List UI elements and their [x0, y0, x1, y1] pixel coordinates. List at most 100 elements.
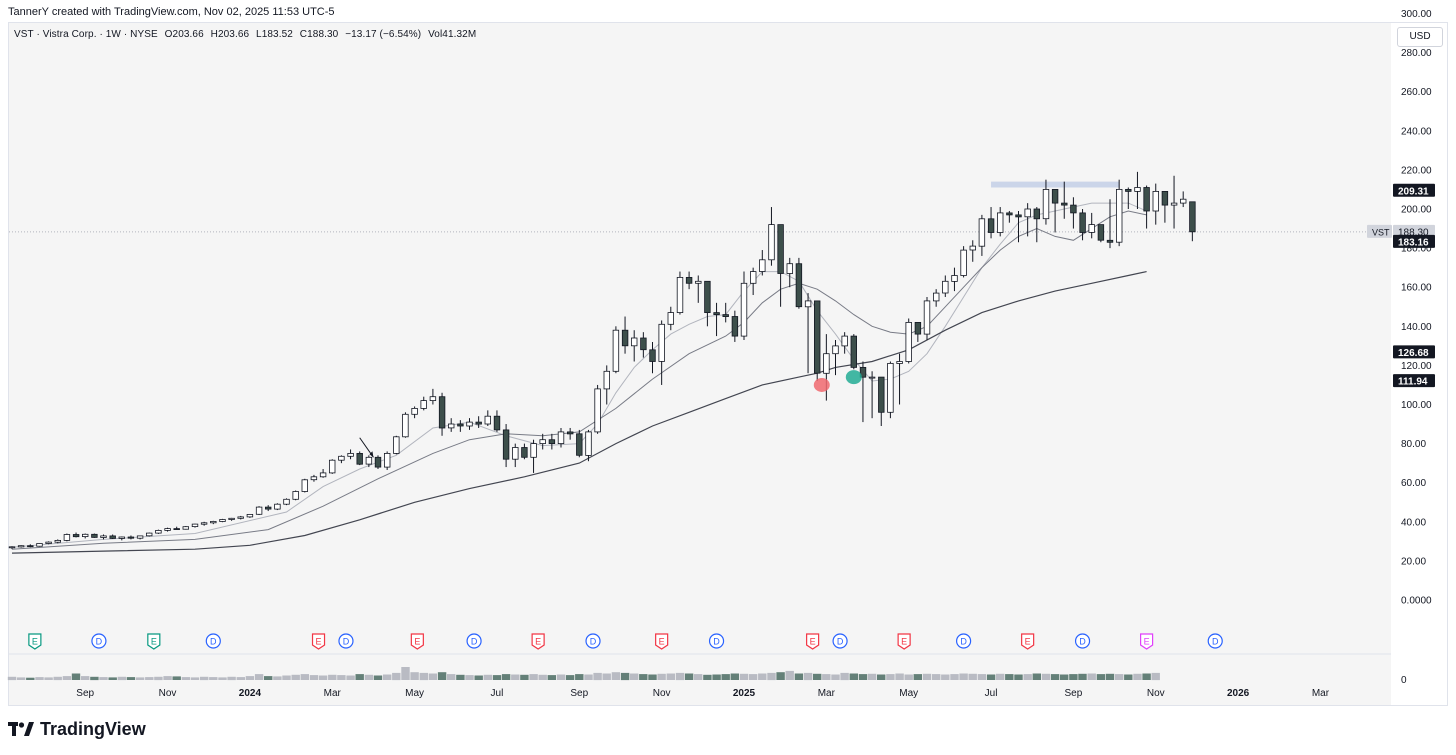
candle[interactable] — [475, 416, 482, 428]
candle[interactable] — [493, 410, 501, 432]
candle[interactable] — [365, 455, 373, 468]
candle[interactable] — [1061, 181, 1068, 219]
candle[interactable] — [1070, 197, 1077, 229]
candle[interactable] — [255, 506, 263, 515]
candle[interactable] — [502, 424, 510, 468]
candle[interactable] — [750, 267, 757, 296]
candle[interactable] — [795, 257, 803, 309]
candle[interactable] — [539, 433, 546, 450]
candle[interactable] — [557, 427, 565, 448]
candle[interactable] — [237, 515, 244, 520]
candle[interactable] — [530, 439, 537, 473]
candle[interactable] — [933, 289, 940, 307]
candle[interactable] — [621, 316, 629, 354]
candle[interactable] — [1088, 212, 1095, 239]
candle[interactable] — [768, 207, 775, 266]
candle[interactable] — [283, 498, 290, 506]
candle[interactable] — [191, 523, 199, 528]
candle[interactable] — [850, 334, 857, 370]
candle[interactable] — [310, 474, 318, 482]
candle[interactable] — [1189, 201, 1196, 242]
candle[interactable] — [301, 478, 308, 493]
candle[interactable] — [1033, 207, 1040, 243]
candle[interactable] — [1125, 187, 1132, 209]
candle[interactable] — [164, 527, 171, 532]
candle[interactable] — [127, 535, 135, 540]
candle[interactable] — [649, 341, 656, 374]
candle[interactable] — [228, 517, 235, 521]
earnings-marker[interactable]: E — [897, 633, 911, 650]
earnings-marker[interactable]: E — [311, 633, 326, 650]
earnings-marker[interactable]: E — [147, 633, 161, 650]
candle[interactable] — [1006, 210, 1013, 223]
dividend-marker[interactable]: D — [466, 633, 482, 649]
candle[interactable] — [585, 429, 592, 462]
earnings-marker[interactable]: E — [1021, 633, 1035, 650]
candle[interactable] — [978, 214, 986, 256]
candle[interactable] — [1170, 175, 1178, 229]
candle[interactable] — [484, 410, 491, 427]
candle[interactable] — [685, 271, 693, 290]
candle[interactable] — [667, 306, 674, 331]
candle[interactable] — [923, 296, 931, 340]
candle[interactable] — [997, 207, 1004, 237]
candle[interactable] — [658, 320, 665, 385]
candle[interactable] — [356, 451, 363, 466]
candle[interactable] — [383, 451, 391, 470]
legend-symbol[interactable]: VST · Vistra Corp. · 1W · NYSE — [14, 29, 158, 40]
dividend-marker[interactable]: D — [708, 633, 725, 649]
earnings-marker[interactable]: E — [28, 633, 42, 650]
candle[interactable] — [603, 365, 610, 405]
candle[interactable] — [347, 449, 354, 460]
candle[interactable] — [832, 339, 839, 376]
dividend-marker[interactable]: D — [1074, 633, 1091, 649]
tradingview-brand[interactable]: TradingView — [8, 719, 146, 740]
candle[interactable] — [393, 435, 400, 455]
candle[interactable] — [1024, 203, 1031, 237]
candle[interactable] — [466, 418, 473, 430]
candle[interactable] — [91, 533, 98, 538]
candle[interactable] — [72, 532, 80, 538]
candle[interactable] — [438, 392, 446, 436]
candle[interactable] — [868, 371, 876, 419]
candle[interactable] — [1079, 209, 1086, 241]
candle[interactable] — [328, 459, 336, 474]
candle[interactable] — [420, 396, 427, 411]
earnings-marker[interactable]: E — [531, 633, 545, 650]
candle[interactable] — [155, 529, 162, 534]
dividend-marker[interactable]: D — [955, 633, 972, 649]
candle[interactable] — [1116, 179, 1123, 247]
earnings-marker[interactable]: E — [806, 633, 820, 650]
candle[interactable] — [219, 518, 226, 523]
price-label[interactable]: 111.94 — [1393, 374, 1435, 388]
price-label[interactable]: 126.68 — [1393, 345, 1435, 359]
candle[interactable] — [1097, 224, 1105, 243]
candle[interactable] — [374, 455, 382, 470]
candle[interactable] — [200, 521, 208, 526]
candle[interactable] — [914, 321, 922, 342]
candle[interactable] — [1161, 190, 1169, 223]
dividend-marker[interactable]: D — [91, 633, 107, 649]
candle[interactable] — [631, 330, 638, 362]
candle[interactable] — [82, 533, 89, 539]
candle[interactable] — [1143, 185, 1150, 229]
dividend-marker[interactable]: D — [832, 633, 848, 649]
candle[interactable] — [612, 326, 620, 374]
candle[interactable] — [402, 412, 409, 438]
candle[interactable] — [960, 246, 967, 278]
candle[interactable] — [594, 384, 601, 434]
candle[interactable] — [36, 543, 43, 547]
currency-button[interactable]: USD — [1397, 27, 1443, 47]
candle[interactable] — [1051, 188, 1059, 233]
candle[interactable] — [145, 532, 153, 537]
candle[interactable] — [457, 420, 464, 432]
candle[interactable] — [987, 207, 995, 239]
candle[interactable] — [576, 429, 583, 458]
candle[interactable] — [695, 275, 702, 303]
candle[interactable] — [841, 332, 848, 354]
candle[interactable] — [740, 271, 748, 340]
candle[interactable] — [429, 388, 437, 405]
candle[interactable] — [859, 361, 867, 423]
candle[interactable] — [100, 534, 107, 540]
